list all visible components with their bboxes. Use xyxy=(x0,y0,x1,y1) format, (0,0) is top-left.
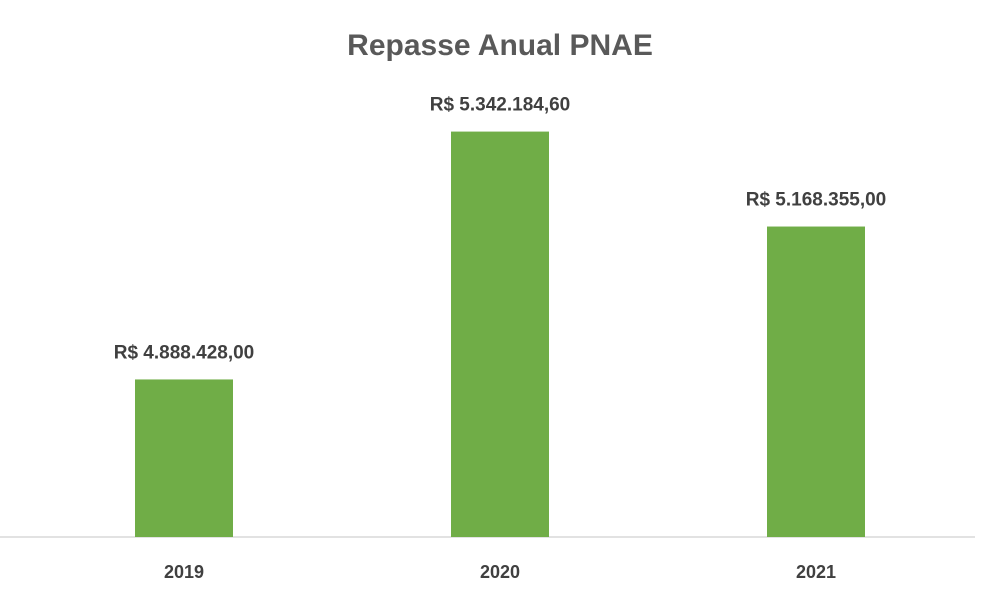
x-tick-label: 2021 xyxy=(796,562,836,582)
bar xyxy=(767,226,865,538)
x-tick-label: 2019 xyxy=(164,562,204,582)
value-label: R$ 5.342.184,60 xyxy=(430,95,571,116)
bar xyxy=(135,379,233,537)
value-label: R$ 4.888.428,00 xyxy=(114,342,255,363)
x-tick-label: 2020 xyxy=(480,562,520,582)
value-label: R$ 5.168.355,00 xyxy=(746,190,887,211)
chart-title: Repasse Anual PNAE xyxy=(347,29,653,62)
bar xyxy=(451,131,549,537)
